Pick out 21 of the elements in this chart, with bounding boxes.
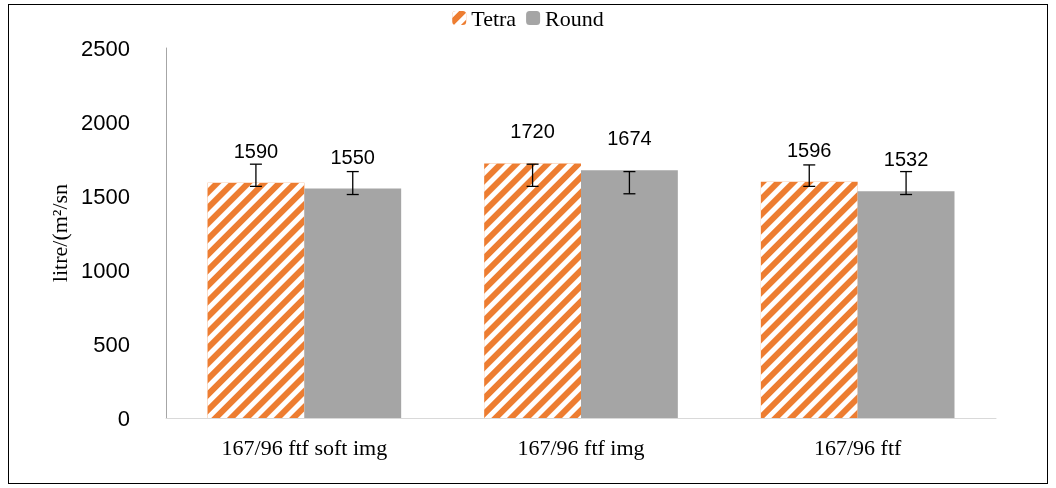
y-tick-label: 500 <box>93 331 130 357</box>
data-label: 1532 <box>883 148 929 171</box>
data-label: 1550 <box>330 145 375 168</box>
bar <box>581 170 678 418</box>
data-label: 1720 <box>510 120 555 143</box>
y-tick-label: 1500 <box>81 183 130 209</box>
legend-label: Round <box>545 5 604 31</box>
data-label: 1596 <box>787 138 832 161</box>
y-axis-title: litre/(m²/sn <box>46 183 72 283</box>
x-tick-label: 167/96 ftf soft img <box>221 434 388 460</box>
bar <box>304 188 402 418</box>
data-label: 1590 <box>233 139 279 162</box>
legend-label: Tetra <box>471 5 517 31</box>
y-tick-label: 0 <box>117 405 130 431</box>
y-tick-label: 2500 <box>81 35 130 61</box>
y-tick-label: 1000 <box>81 257 130 283</box>
x-tick-label: 167/96 ftf img <box>517 434 645 460</box>
x-tick-label: 167/96 ftf <box>813 434 903 460</box>
bar <box>857 191 955 418</box>
y-tick-label: 2000 <box>81 109 130 135</box>
data-label: 1674 <box>607 127 652 150</box>
